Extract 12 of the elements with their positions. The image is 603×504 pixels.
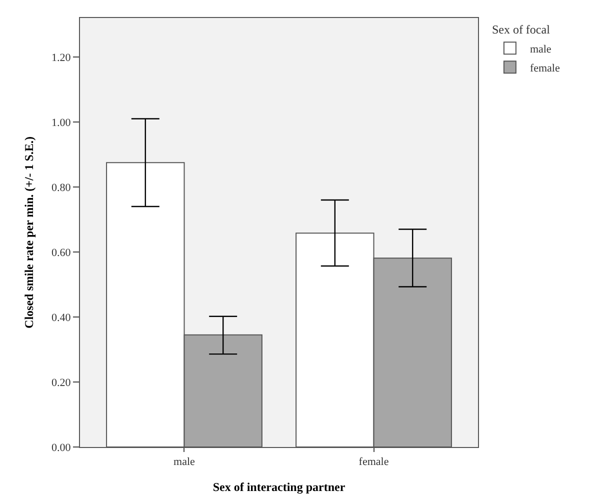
y-tick-label: 0.00 <box>52 442 72 454</box>
legend-label: male <box>530 43 552 56</box>
y-tick-label: 1.00 <box>52 116 72 129</box>
y-tick-label: 1.20 <box>52 52 72 64</box>
y-tick-label: 0.40 <box>52 312 72 324</box>
y-axis-title: Closed smile rate per min. (+/- 1 S.E.) <box>22 136 36 328</box>
y-tick-label: 0.60 <box>52 246 72 259</box>
y-tick-label: 0.80 <box>52 182 72 194</box>
legend-label: female <box>530 62 560 74</box>
y-tick-label: 0.20 <box>52 376 72 389</box>
legend-title: Sex of focal <box>492 22 551 37</box>
x-axis-title: Sex of interacting partner <box>212 480 346 494</box>
